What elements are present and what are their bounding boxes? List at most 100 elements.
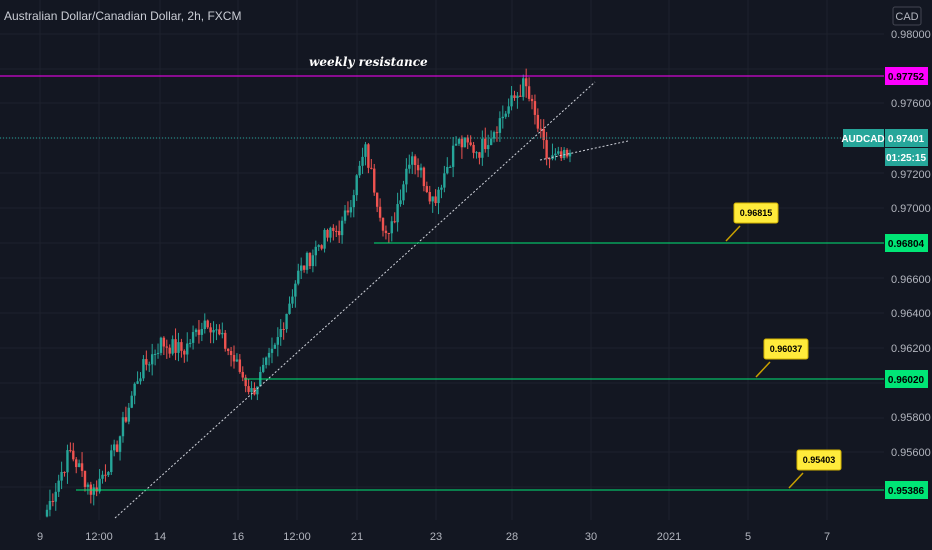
- ascending-trendline[interactable]: [114, 81, 596, 519]
- time-tick: 12:00: [283, 531, 311, 543]
- candle-body: [390, 221, 393, 234]
- candle-body: [346, 210, 350, 213]
- price-tick: 0.96200: [891, 343, 931, 355]
- grid: [0, 0, 884, 520]
- candle-body: [264, 357, 268, 365]
- candle-body: [48, 501, 52, 510]
- candle-body: [431, 196, 434, 202]
- candle-body: [425, 186, 429, 193]
- note-label-3: 0.95403: [803, 455, 836, 465]
- time-tick: 23: [430, 531, 442, 543]
- lower-triangle-trendline[interactable]: [539, 140, 629, 161]
- candle-body: [174, 339, 177, 353]
- price-tick: 0.96400: [891, 308, 931, 320]
- candle-body: [489, 138, 493, 146]
- note-callout-1[interactable]: 0.96815: [725, 202, 779, 242]
- candle-body: [142, 359, 145, 379]
- candle-body: [159, 337, 163, 353]
- candle-body: [77, 463, 81, 468]
- candle-body: [80, 463, 84, 471]
- resistance-price-tag: [885, 67, 928, 85]
- candle-body: [107, 472, 110, 476]
- candle-body: [165, 346, 168, 348]
- candle-body: [188, 342, 192, 344]
- candle-body: [451, 145, 455, 167]
- candle-body: [191, 332, 195, 343]
- time-tick: 14: [154, 531, 166, 543]
- time-tick: 21: [351, 531, 363, 543]
- candle-body: [145, 359, 148, 365]
- candle-body: [241, 371, 244, 378]
- candle-body: [297, 270, 300, 284]
- candle-body: [504, 113, 507, 117]
- candle-body: [568, 152, 572, 157]
- candle-body: [355, 175, 358, 196]
- note-callout-3[interactable]: 0.95403: [788, 449, 842, 489]
- candle-body: [437, 189, 440, 204]
- candles: [45, 68, 572, 518]
- candle-body: [340, 220, 344, 236]
- candle-body: [311, 255, 315, 267]
- candle-body: [299, 265, 303, 271]
- candle-body: [86, 484, 90, 487]
- support-price-label-1: 0.96804: [888, 239, 925, 250]
- candle-body: [405, 168, 408, 185]
- candle-body: [522, 78, 525, 97]
- price-axis[interactable]: CAD 0.98000 0.97600 0.97200 0.97000 0.96…: [841, 0, 932, 520]
- candle-body: [434, 196, 437, 204]
- candle-body: [384, 230, 388, 234]
- currency-badge[interactable]: [892, 6, 922, 26]
- candle-body: [478, 152, 481, 158]
- note-callout-2[interactable]: 0.96037: [755, 338, 809, 378]
- candle-body: [136, 381, 139, 384]
- candle-body: [557, 151, 560, 154]
- candle-body: [206, 320, 209, 328]
- time-tick: 16: [232, 531, 244, 543]
- resistance-price-label: 0.97752: [888, 72, 925, 83]
- symbol-label: AUDCAD: [841, 134, 884, 145]
- candle-body: [320, 245, 323, 249]
- time-tick: 30: [585, 531, 597, 543]
- time-axis[interactable]: 9 12:00 14 16 12:00 21 23 28 30 2021 5 7: [37, 531, 830, 543]
- candle-body: [317, 245, 320, 247]
- candle-body: [139, 378, 142, 382]
- candle-body: [486, 145, 490, 150]
- candle-body: [501, 116, 504, 119]
- candle-body: [416, 165, 420, 171]
- candle-body: [367, 144, 370, 168]
- candle-body: [221, 332, 224, 335]
- candle-body: [560, 151, 563, 159]
- candle-body: [352, 195, 355, 208]
- candle-body: [428, 192, 431, 202]
- candle-body: [186, 343, 189, 355]
- candle-body: [358, 165, 361, 176]
- candle-body: [232, 355, 236, 362]
- candle-body: [527, 86, 531, 99]
- candle-body: [267, 352, 271, 358]
- candle-body: [332, 227, 335, 231]
- candle-body: [402, 184, 405, 201]
- note-label-1: 0.96815: [740, 208, 773, 218]
- candle-body: [92, 487, 95, 495]
- candle-body: [285, 313, 288, 330]
- candle-body: [337, 230, 341, 236]
- candle-body: [153, 353, 157, 355]
- candle-body: [276, 337, 280, 345]
- candle-body: [373, 168, 376, 193]
- candle-body: [460, 138, 464, 148]
- candle-body: [449, 166, 452, 168]
- current-price-label: 0.97401: [888, 134, 925, 145]
- candle-body: [370, 167, 373, 169]
- candle-body: [270, 348, 274, 353]
- candle-body: [408, 164, 411, 169]
- candle-body: [215, 329, 218, 331]
- candle-body: [422, 167, 426, 187]
- candle-body: [507, 106, 510, 114]
- candle-body: [212, 330, 215, 333]
- candle-body: [110, 450, 113, 473]
- candle-body: [481, 138, 484, 158]
- candle-body: [127, 407, 131, 422]
- candle-body: [475, 152, 478, 154]
- candle-body: [197, 329, 201, 335]
